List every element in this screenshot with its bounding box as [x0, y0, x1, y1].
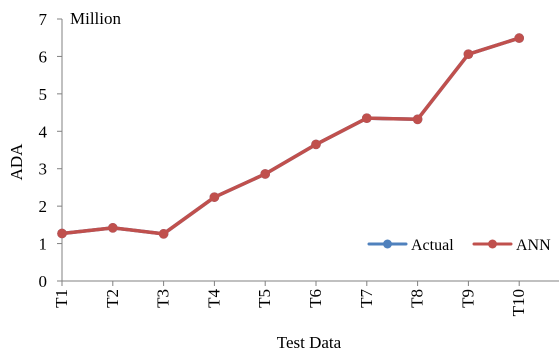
series-actual [57, 33, 524, 239]
series-line [60, 36, 521, 236]
data-point [57, 228, 67, 239]
data-point [209, 192, 220, 202]
legend: Actual ANN [367, 237, 551, 254]
data-point [311, 139, 321, 150]
y-tick-label: 3 [39, 160, 48, 179]
series-line [60, 36, 521, 236]
y-tick-label: 6 [39, 47, 48, 66]
y-tick-label: 0 [39, 272, 48, 291]
x-tick-label: T8 [408, 289, 427, 308]
series-layer [57, 33, 524, 239]
x-axis-title: Test Data [277, 333, 342, 352]
data-point [412, 114, 423, 125]
x-tick-label: T10 [509, 289, 528, 316]
y-ticks: 0 1 2 3 4 5 6 7 [39, 10, 62, 291]
data-point [260, 169, 271, 179]
y-tick-label: 4 [39, 122, 48, 141]
x-tick-label: T6 [306, 289, 325, 308]
y-tick-label: 2 [39, 197, 48, 216]
x-tick-label: T1 [52, 289, 71, 308]
data-point [362, 113, 372, 123]
x-tick-label: T5 [255, 289, 274, 308]
data-point [463, 49, 474, 59]
y-tick-label: 1 [39, 235, 48, 254]
data-point [514, 33, 524, 43]
series-ann [57, 33, 524, 239]
data-point [158, 229, 169, 239]
x-tick-label: T3 [154, 289, 173, 308]
x-ticks: T1 T2 T3 T4 T5 T6 T7 T8 T9 T10 [52, 281, 528, 316]
x-tick-label: T9 [458, 289, 477, 308]
y-tick-label: 7 [39, 10, 48, 29]
x-tick-label: T7 [357, 289, 376, 308]
legend-label-ann: ANN [516, 237, 551, 254]
unit-label: Million [70, 9, 122, 28]
y-tick-label: 5 [39, 85, 48, 104]
legend-item-actual: Actual [367, 237, 454, 254]
legend-item-ann: ANN [472, 237, 551, 254]
y-axis-title: ADA [7, 143, 26, 181]
legend-label-actual: Actual [411, 237, 454, 254]
x-tick-label: T4 [204, 289, 223, 308]
data-point [108, 223, 118, 233]
x-tick-label: T2 [103, 289, 122, 308]
axes [61, 19, 559, 282]
